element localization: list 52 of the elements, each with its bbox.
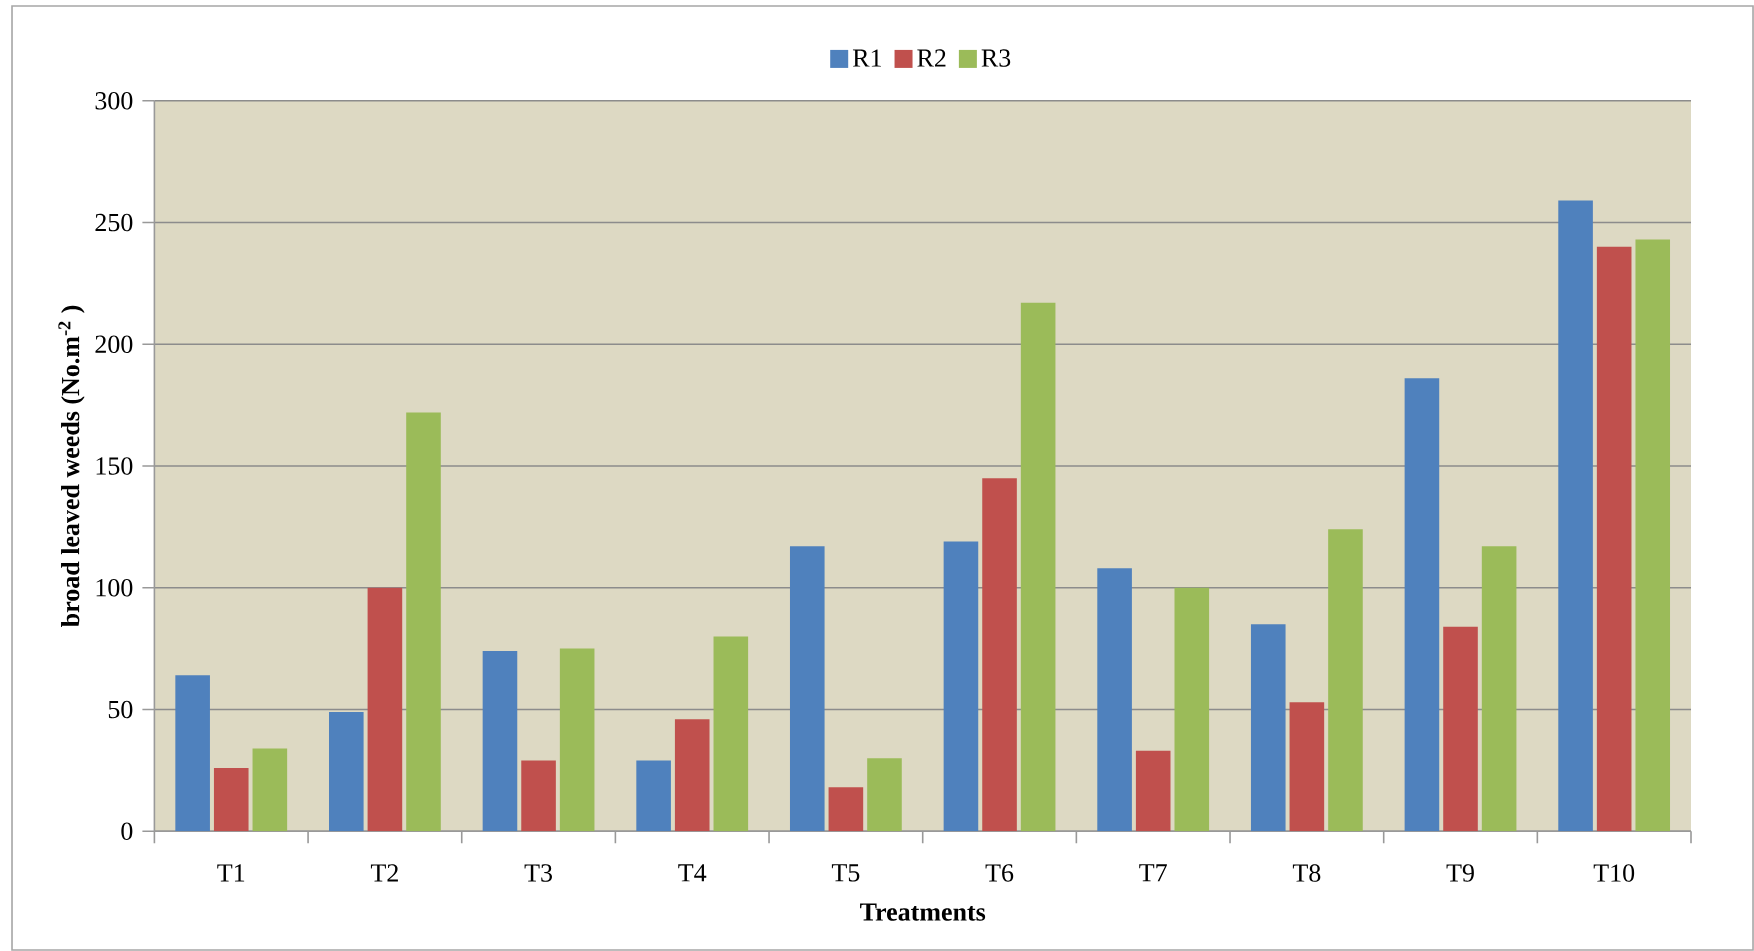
x-tick-label: T1 <box>217 864 245 882</box>
bar <box>1481 546 1517 832</box>
x-axis-title: Treatments <box>860 903 986 921</box>
x-tick-label: T4 <box>678 864 707 882</box>
y-tick-label: 0 <box>121 822 133 840</box>
bar <box>1097 568 1132 832</box>
bar <box>1635 239 1671 832</box>
bar <box>482 651 518 832</box>
bar <box>1443 626 1478 832</box>
bar <box>1404 378 1440 832</box>
bar <box>674 719 710 832</box>
bar <box>1020 302 1056 832</box>
x-tick-label: T8 <box>1292 864 1321 882</box>
bar <box>1558 200 1593 832</box>
bar <box>1174 587 1210 832</box>
x-tick-label: T6 <box>985 864 1014 882</box>
y-tick-label: 150 <box>96 457 133 475</box>
x-tick-label: T3 <box>524 864 552 882</box>
bar <box>789 546 825 832</box>
bar <box>329 711 364 832</box>
y-tick-label: 300 <box>95 92 133 110</box>
bar <box>1289 702 1325 832</box>
bar <box>828 787 864 832</box>
bar <box>559 648 595 832</box>
x-tick-label: T10 <box>1593 864 1635 882</box>
bar <box>982 478 1017 832</box>
y-axis-title: broad leaved weeds (No.m$^{-2}$ ) <box>58 305 85 627</box>
bar <box>1328 529 1363 832</box>
bar <box>521 760 556 832</box>
bar <box>636 760 671 832</box>
bar <box>367 587 403 832</box>
bar <box>867 758 902 832</box>
bar <box>943 541 979 832</box>
legend-label: R1 <box>852 49 881 67</box>
y-tick-label: 50 <box>108 700 133 719</box>
bar <box>1596 246 1632 832</box>
bar <box>713 636 749 832</box>
legend-label: R2 <box>917 49 946 67</box>
legend-label: R3 <box>981 49 1011 67</box>
bar <box>252 748 288 832</box>
y-tick-label: 200 <box>95 335 133 354</box>
x-tick-label: T9 <box>1446 864 1474 882</box>
bar <box>175 675 210 832</box>
bar <box>213 767 249 832</box>
x-tick-label: T5 <box>831 864 860 882</box>
y-tick-label: 100 <box>96 578 133 597</box>
x-tick-label: T2 <box>370 864 398 882</box>
y-tick-label: 250 <box>95 213 133 232</box>
bar <box>1250 624 1286 832</box>
bar <box>1135 750 1171 832</box>
x-tick-label: T7 <box>1139 864 1167 882</box>
bar <box>406 412 441 832</box>
